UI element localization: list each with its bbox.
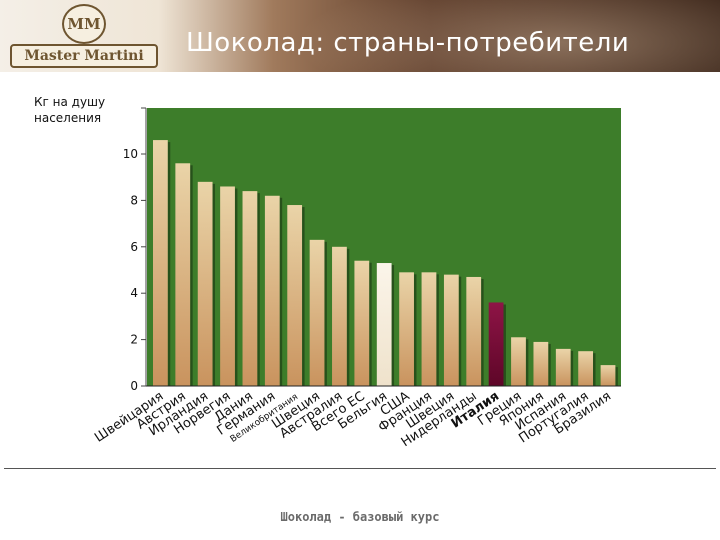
bar-shadow — [302, 207, 305, 386]
bar-5 — [242, 191, 258, 386]
bar-10 — [354, 260, 370, 386]
chocolate-swirl-decoration — [250, 0, 720, 72]
bar-21 — [600, 365, 616, 386]
bar-shadow — [190, 165, 193, 386]
logo-mark: MM — [62, 4, 106, 44]
bar-shadow — [391, 265, 395, 386]
y-tick-label: 10 — [123, 147, 138, 161]
bar-19 — [555, 348, 571, 386]
bar-13 — [421, 272, 437, 386]
bar-4 — [220, 186, 235, 386]
bar-shadow — [481, 278, 484, 386]
bar-shadow — [593, 353, 596, 386]
bar-20 — [578, 351, 594, 386]
bar-shadow — [570, 350, 574, 386]
y-axis-label: Кг на душу населения — [34, 95, 106, 125]
bar-7 — [287, 205, 303, 386]
bar-15 — [466, 276, 482, 386]
logo-text: Master Martini — [10, 44, 158, 68]
bar-6 — [264, 195, 280, 386]
y-tick-label: 4 — [130, 286, 138, 300]
bar-16 — [488, 302, 504, 386]
bar-shadow — [525, 339, 529, 386]
bar-14 — [443, 274, 459, 386]
master-martini-logo: MM Master Martini — [10, 4, 158, 68]
y-tick-label: 2 — [130, 333, 138, 347]
bar-shadow — [279, 197, 283, 386]
bar-2 — [175, 163, 191, 386]
bar-17 — [511, 337, 526, 386]
bar-shadow — [369, 262, 372, 386]
bar-shadow — [257, 193, 260, 386]
bar-8 — [309, 239, 325, 386]
bar-11 — [376, 263, 392, 386]
bar-shadow — [212, 183, 216, 386]
slide-header: MM Master Martini Шоколад: страны-потреб… — [0, 0, 720, 72]
bar-shadow — [413, 274, 417, 386]
y-tick-label: 0 — [130, 379, 138, 393]
bar-9 — [332, 246, 347, 386]
footer-text: Шоколад - базовый курс — [280, 510, 440, 524]
bar-1 — [153, 140, 168, 386]
bar-shadow — [234, 188, 238, 386]
footer-divider — [4, 468, 716, 469]
y-tick-label: 6 — [130, 240, 138, 254]
bar-shadow — [503, 304, 506, 386]
bar-12 — [399, 272, 414, 386]
bar-shadow — [458, 276, 462, 386]
bar-shadow — [548, 343, 551, 386]
bar-shadow — [346, 248, 350, 386]
slide-title: Шоколад: страны-потребители — [186, 28, 630, 58]
bar-shadow — [615, 367, 618, 386]
bar-3 — [197, 181, 213, 386]
y-tick-label: 8 — [130, 193, 138, 207]
bar-shadow — [167, 142, 171, 386]
bar-shadow — [436, 274, 439, 386]
bar-18 — [533, 341, 549, 386]
bar-shadow — [324, 241, 327, 386]
